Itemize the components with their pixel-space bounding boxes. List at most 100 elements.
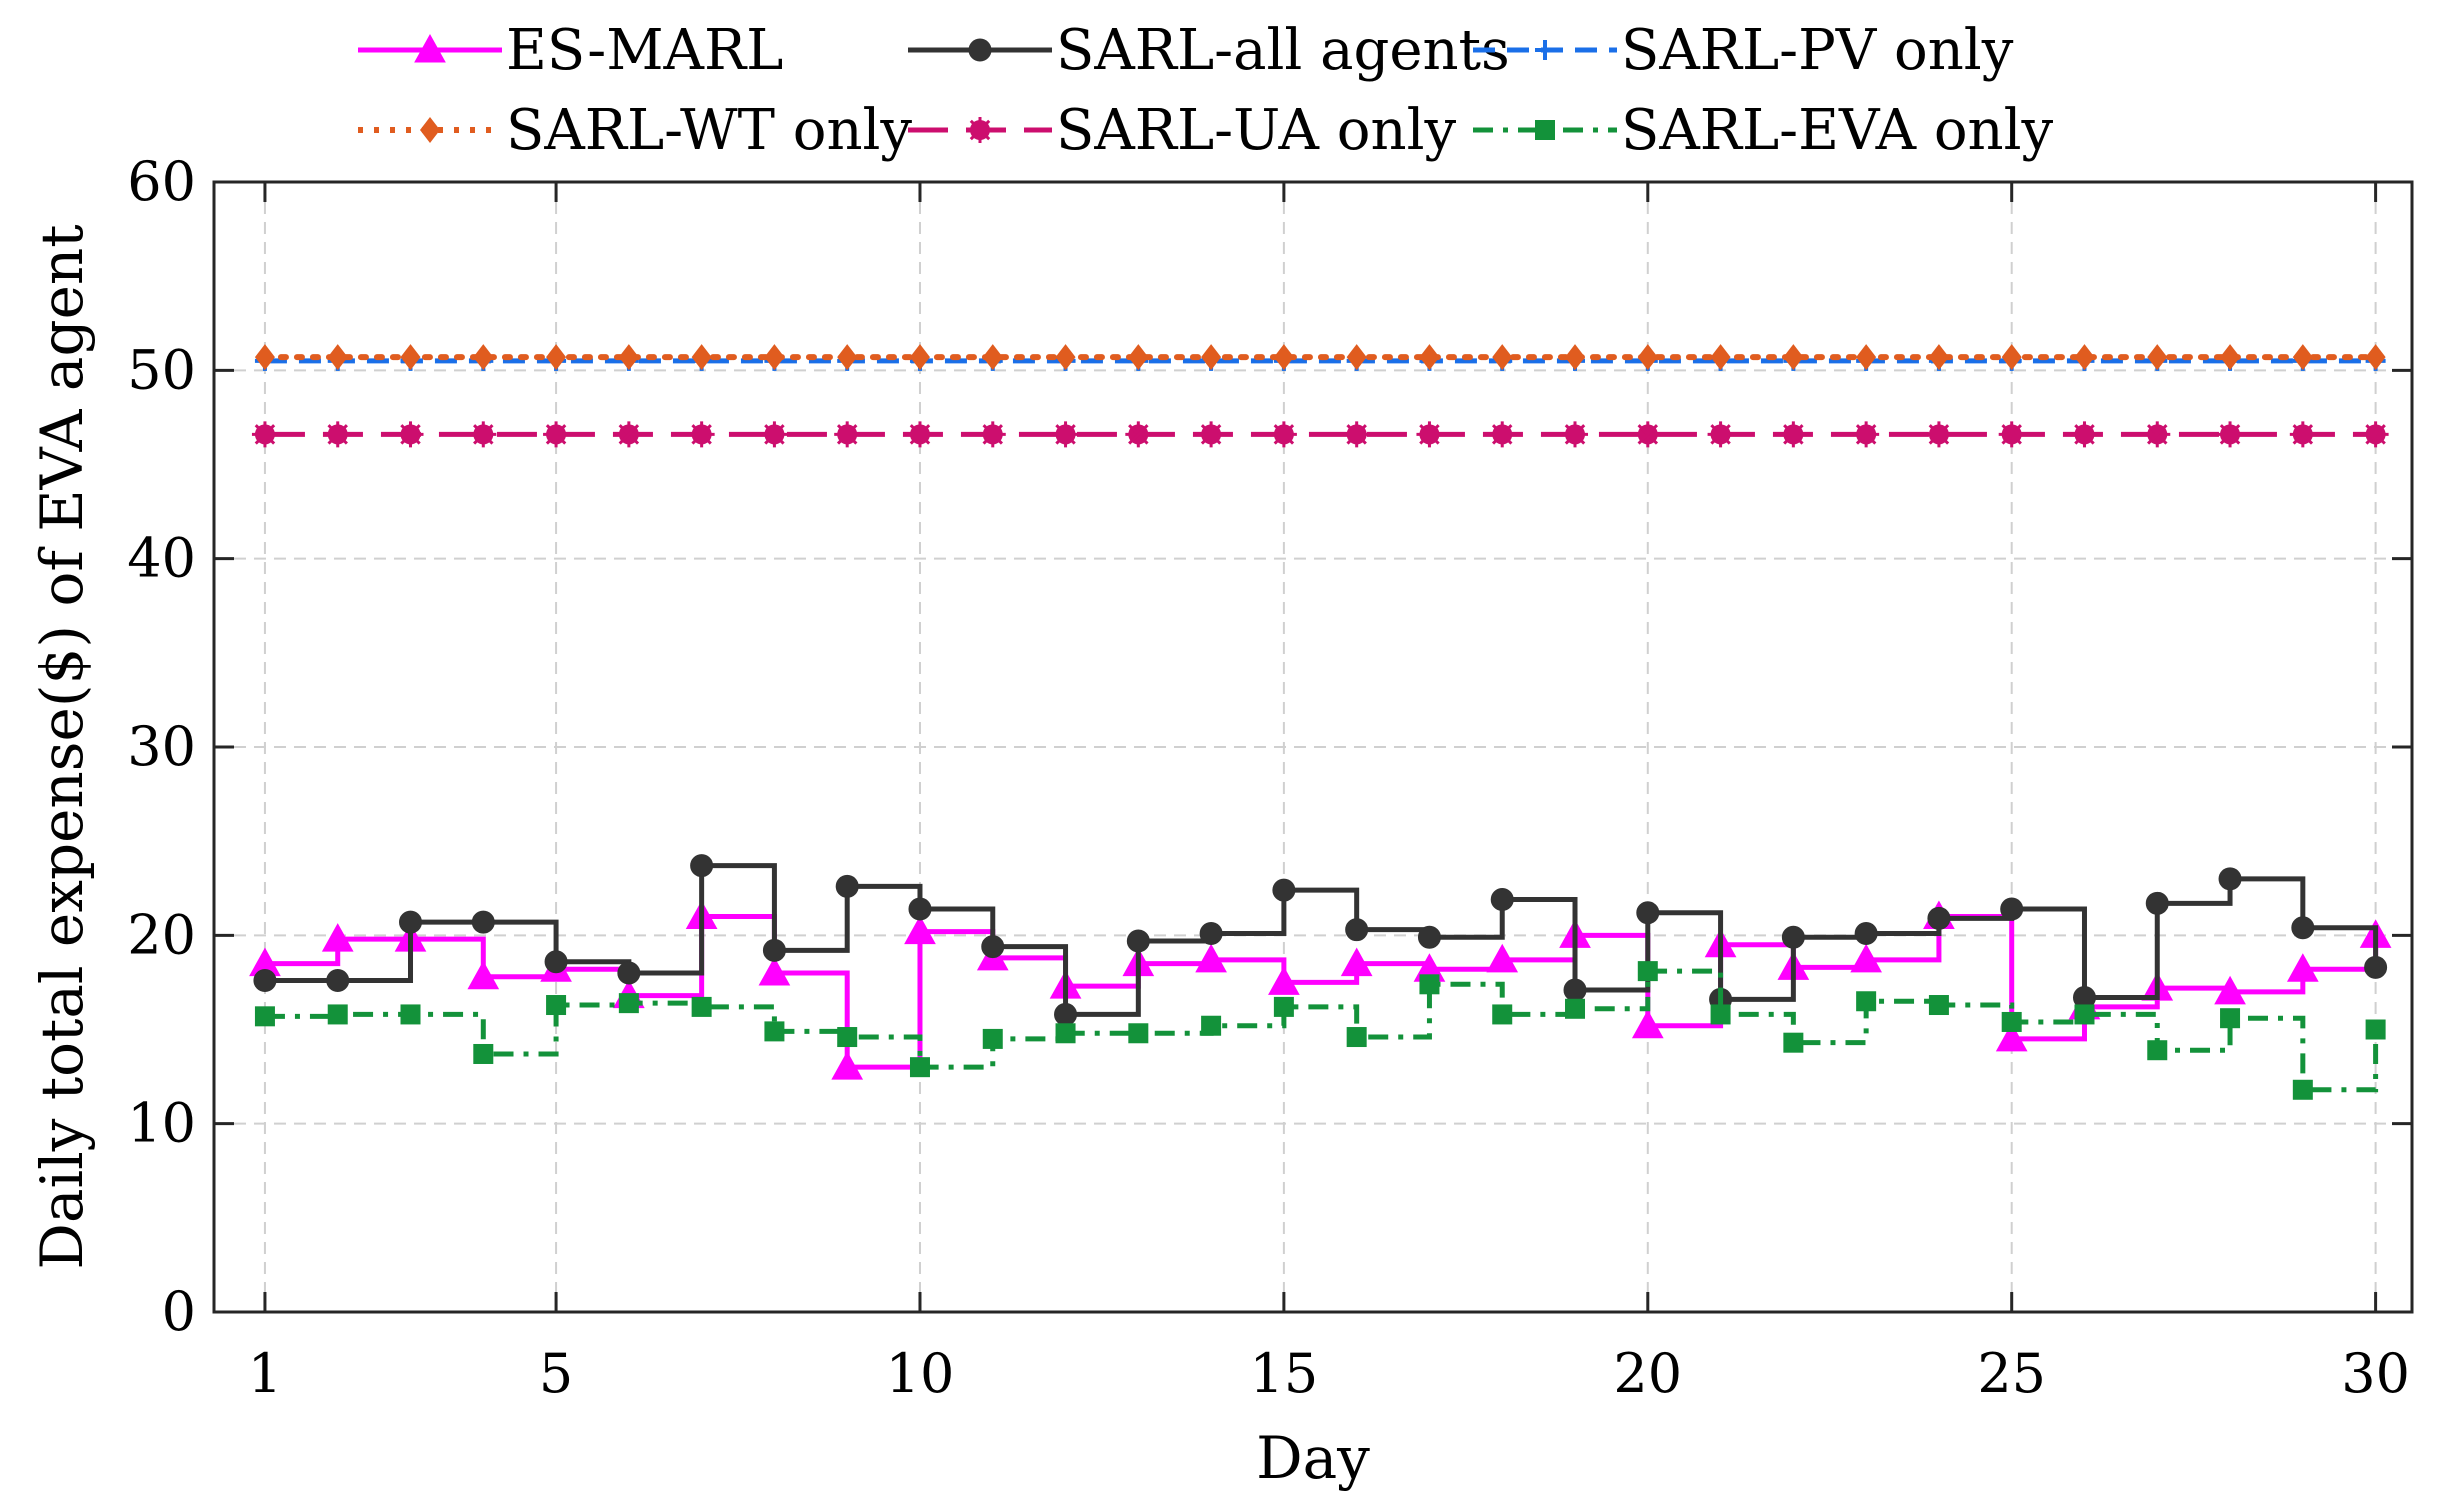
data-point	[1850, 943, 1882, 973]
data-point	[1710, 344, 1731, 371]
data-point	[1272, 878, 1296, 902]
data-point	[764, 344, 785, 371]
data-point	[2145, 891, 2169, 915]
legend-label: SARL-EVA only	[1621, 98, 2054, 163]
data-point	[908, 897, 932, 921]
data-point	[1199, 921, 1223, 945]
legend-item: SARL-WT only	[358, 98, 912, 163]
data-point	[1417, 925, 1441, 949]
data-point	[400, 1004, 421, 1025]
data-point	[254, 1006, 275, 1027]
data-point	[2365, 1019, 2386, 1040]
legend-marker	[968, 38, 992, 62]
data-point	[1201, 1015, 1222, 1036]
data-point	[1998, 421, 2025, 448]
data-point	[324, 421, 351, 448]
data-point	[1780, 421, 1807, 448]
data-point	[1419, 344, 1440, 371]
data-point	[1273, 344, 1294, 371]
data-point	[618, 344, 639, 371]
data-point	[1856, 991, 1877, 1012]
legend-label: SARL-PV only	[1621, 18, 2014, 83]
legend-item: ES-MARL	[358, 18, 783, 83]
data-point	[327, 1004, 348, 1025]
data-point	[543, 421, 570, 448]
series-sarl-wt-only	[254, 344, 2386, 371]
data-point	[2220, 344, 2241, 371]
data-point	[1995, 1022, 2028, 1052]
data-point	[251, 421, 278, 448]
x-tick-label: 1	[248, 1342, 282, 1405]
data-point	[1195, 943, 1227, 973]
data-point	[470, 421, 497, 448]
data-point	[837, 1027, 858, 1048]
series-sarl-all-agents	[253, 854, 2388, 1026]
data-point	[691, 344, 712, 371]
data-point	[1854, 921, 1878, 945]
data-point	[1201, 344, 1222, 371]
data-point	[2071, 421, 2098, 448]
data-point	[2289, 421, 2316, 448]
data-point	[2218, 867, 2242, 891]
legend-item: SARL-EVA only	[1473, 98, 2054, 163]
data-point	[1489, 421, 1516, 448]
data-point	[835, 874, 859, 898]
legend-marker	[414, 33, 446, 63]
data-point	[1637, 344, 1658, 371]
legend-label: SARL-WT only	[506, 98, 912, 163]
data-point	[2365, 344, 2386, 371]
data-point	[615, 421, 642, 448]
data-point	[253, 969, 277, 993]
y-axis-label: Daily total expense($) of EVA agent	[28, 224, 96, 1269]
legend-marker	[420, 117, 440, 143]
data-point	[691, 996, 712, 1017]
series-sarl-eva-only	[254, 961, 2386, 1100]
legend-label: ES-MARL	[506, 18, 783, 83]
data-point	[982, 344, 1003, 371]
data-point	[473, 1043, 494, 1064]
data-point	[2286, 953, 2319, 982]
data-point	[2292, 344, 2313, 371]
data-point	[1562, 421, 1589, 448]
data-point	[2001, 344, 2022, 371]
x-tick-label: 25	[1977, 1342, 2046, 1405]
data-point	[1565, 344, 1586, 371]
data-point	[2074, 344, 2095, 371]
data-point	[1492, 344, 1513, 371]
series-sarl-ua-only	[251, 421, 2389, 448]
data-point	[1781, 925, 1805, 949]
data-point	[1125, 421, 1152, 448]
data-point	[1198, 421, 1225, 448]
data-point	[688, 421, 715, 448]
data-point	[979, 421, 1006, 448]
data-point	[1055, 1023, 1076, 1044]
data-point	[2147, 344, 2168, 371]
legend-item: SARL-all agents	[908, 18, 1510, 83]
data-point	[1416, 421, 1443, 448]
x-axis-label: Day	[1256, 1424, 1370, 1492]
data-point	[2214, 975, 2246, 1005]
data-point	[1419, 974, 1440, 995]
data-point	[473, 344, 494, 371]
data-point	[2000, 897, 2024, 921]
data-point	[399, 910, 423, 934]
data-point	[1492, 1004, 1513, 1025]
data-point	[1927, 906, 1951, 930]
data-point	[1637, 961, 1658, 982]
data-point	[690, 854, 714, 878]
series-lines	[249, 344, 2392, 1100]
data-point	[321, 923, 354, 952]
data-point	[764, 1021, 785, 1042]
x-tick-label: 5	[539, 1342, 573, 1405]
legend-label: SARL-UA only	[1056, 98, 1456, 163]
data-point	[982, 1028, 1003, 1049]
data-point	[617, 961, 641, 985]
data-point	[1126, 929, 1150, 953]
y-tick-label: 20	[127, 903, 196, 966]
data-point	[1707, 421, 1734, 448]
data-point	[1563, 978, 1587, 1002]
data-point	[1128, 1023, 1149, 1044]
data-point	[1052, 421, 1079, 448]
